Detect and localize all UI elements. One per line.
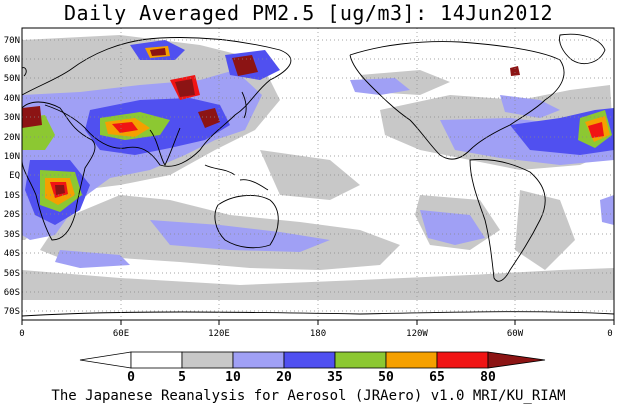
colorbar-segment: [436, 351, 489, 369]
lat-label: 40N: [4, 94, 20, 104]
lon-label: 180: [310, 329, 326, 339]
lon-label: 120W: [406, 329, 428, 339]
colorbar-label: 10: [225, 370, 241, 385]
colorbar-segment: [79, 351, 132, 369]
lat-label: 30S: [4, 230, 20, 240]
colorbar-label: 20: [276, 370, 292, 385]
lon-labels: 0 60E 120E 180 120W 60W 0: [19, 329, 612, 339]
lat-label: 50S: [4, 269, 20, 279]
lat-label: 20N: [4, 133, 20, 143]
colorbar-segment: [487, 351, 546, 369]
lat-label: 20S: [4, 210, 20, 220]
graticule: [22, 28, 614, 320]
lon-label: 0: [19, 329, 24, 339]
colorbar-segment: [283, 351, 336, 369]
lon-label: 120E: [208, 329, 230, 339]
colorbar-segment: [232, 351, 285, 369]
axis-ticks: [21, 320, 615, 325]
colorbar-label: 0: [127, 370, 135, 385]
lat-label: 30N: [4, 113, 20, 123]
colorbar-segment: [334, 351, 387, 369]
lon-label: 0: [607, 329, 612, 339]
lat-label: 60N: [4, 55, 20, 65]
lat-label: 70N: [4, 36, 20, 46]
lat-label: 10S: [4, 191, 20, 201]
lat-label: 40S: [4, 249, 20, 259]
lat-label: 60S: [4, 288, 20, 298]
colorbar-segment: [385, 351, 438, 369]
colorbar: 0 5 10 20 35 50 65 80: [79, 351, 546, 385]
colorbar-label: 5: [178, 370, 186, 385]
colorbar-segment: [181, 351, 234, 369]
map-title: Daily Averaged PM2.5 [ug/m3]: 14Jun2012: [63, 1, 554, 25]
coastlines: [22, 33, 614, 317]
lat-label: 50N: [4, 74, 20, 84]
footer-credit: The Japanese Reanalysis for Aerosol (JRA…: [51, 388, 566, 404]
lat-label: 10N: [4, 152, 20, 162]
lon-label: 60E: [113, 329, 129, 339]
colorbar-label: 35: [327, 370, 343, 385]
lat-label: 70S: [4, 307, 20, 317]
colorbar-label: 65: [429, 370, 445, 385]
colorbar-segment: [130, 351, 183, 369]
lon-label: 60W: [507, 329, 524, 339]
lat-labels: 70N 60N 50N 40N 30N 20N 10N EQ 10S 20S 3…: [4, 36, 20, 317]
pm25-band-gt-80: [22, 48, 520, 195]
lat-label: EQ: [9, 171, 20, 181]
colorbar-label: 50: [378, 370, 394, 385]
colorbar-label: 80: [480, 370, 496, 385]
